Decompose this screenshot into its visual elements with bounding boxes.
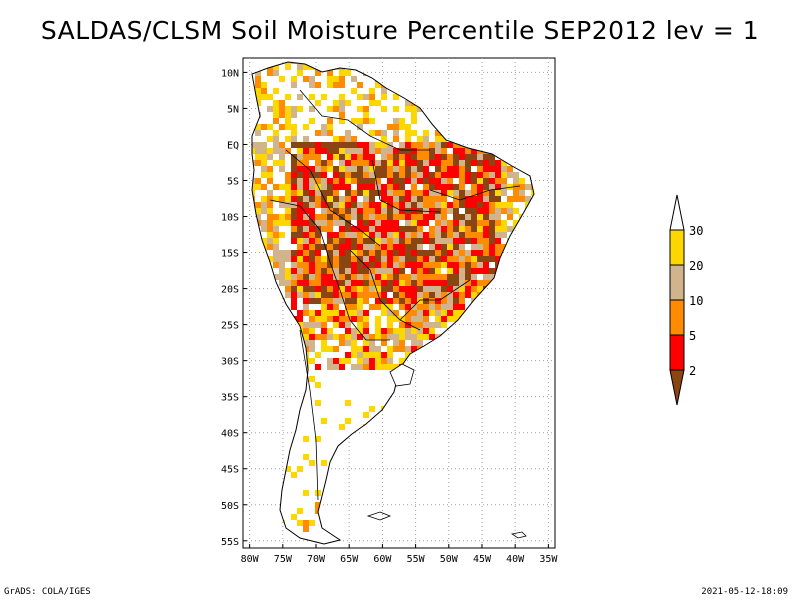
footer-credit: GrADS: COLA/IGES (4, 587, 91, 597)
x-axis-ticks: 80W 75W 70W 65W 60W 55W 50W 45W 40W 35W (241, 544, 558, 565)
colorbar-label: 2 (689, 364, 696, 378)
colorbar-segment (669, 299, 685, 336)
y-tick-label: 50S (221, 501, 239, 512)
x-tick-label: 45W (473, 554, 492, 565)
colorbar-top-arrow (669, 194, 685, 231)
falkland-islands (366, 511, 392, 521)
x-tick-label: 65W (340, 554, 359, 565)
y-axis-ticks: 10N 5N EQ 5S 10S 15S 20S 25S 30S 35S 40S 45S 50S 55S (221, 68, 247, 548)
y-tick-label: 45S (221, 465, 239, 476)
y-tick-label: 35S (221, 393, 239, 404)
y-tick-label: 10N (221, 68, 239, 79)
x-tick-label: 70W (307, 554, 326, 565)
y-tick-label: 5S (227, 177, 239, 188)
y-tick-label: 40S (221, 429, 239, 440)
colorbar-label: 10 (689, 294, 703, 308)
south-georgia (510, 531, 527, 539)
footer-timestamp: 2021-05-12-18:09 (701, 587, 788, 597)
x-tick-label: 60W (373, 554, 392, 565)
x-tick-label: 40W (506, 554, 525, 565)
y-tick-label: 10S (221, 213, 239, 224)
colorbar-label: 30 (689, 224, 703, 238)
colorbar-label: 5 (689, 329, 696, 343)
x-tick-label: 35W (539, 554, 558, 565)
colorbar-segment (669, 334, 685, 371)
x-tick-label: 55W (407, 554, 426, 565)
colorbar-label: 20 (689, 259, 703, 273)
colorbar-bottom-arrow (669, 369, 685, 406)
colorbar-segment (669, 229, 685, 266)
y-tick-label: 20S (221, 285, 239, 296)
y-tick-label: 5N (227, 104, 239, 115)
coastal-island (389, 363, 415, 387)
colorbar-segment (669, 264, 685, 301)
x-tick-label: 80W (241, 554, 260, 565)
y-tick-label: 15S (221, 249, 239, 260)
country-borders (269, 89, 521, 501)
y-tick-label: 25S (221, 321, 239, 332)
y-tick-label: 55S (221, 537, 239, 548)
colorbar-legend: 2 5 10 20 30 (669, 194, 703, 406)
map-title: SALDAS/CLSM Soil Moisture Percentile SEP… (40, 16, 760, 45)
x-tick-label: 50W (440, 554, 459, 565)
y-tick-label: EQ (227, 140, 239, 151)
x-tick-label: 75W (274, 554, 293, 565)
y-tick-label: 30S (221, 357, 239, 368)
